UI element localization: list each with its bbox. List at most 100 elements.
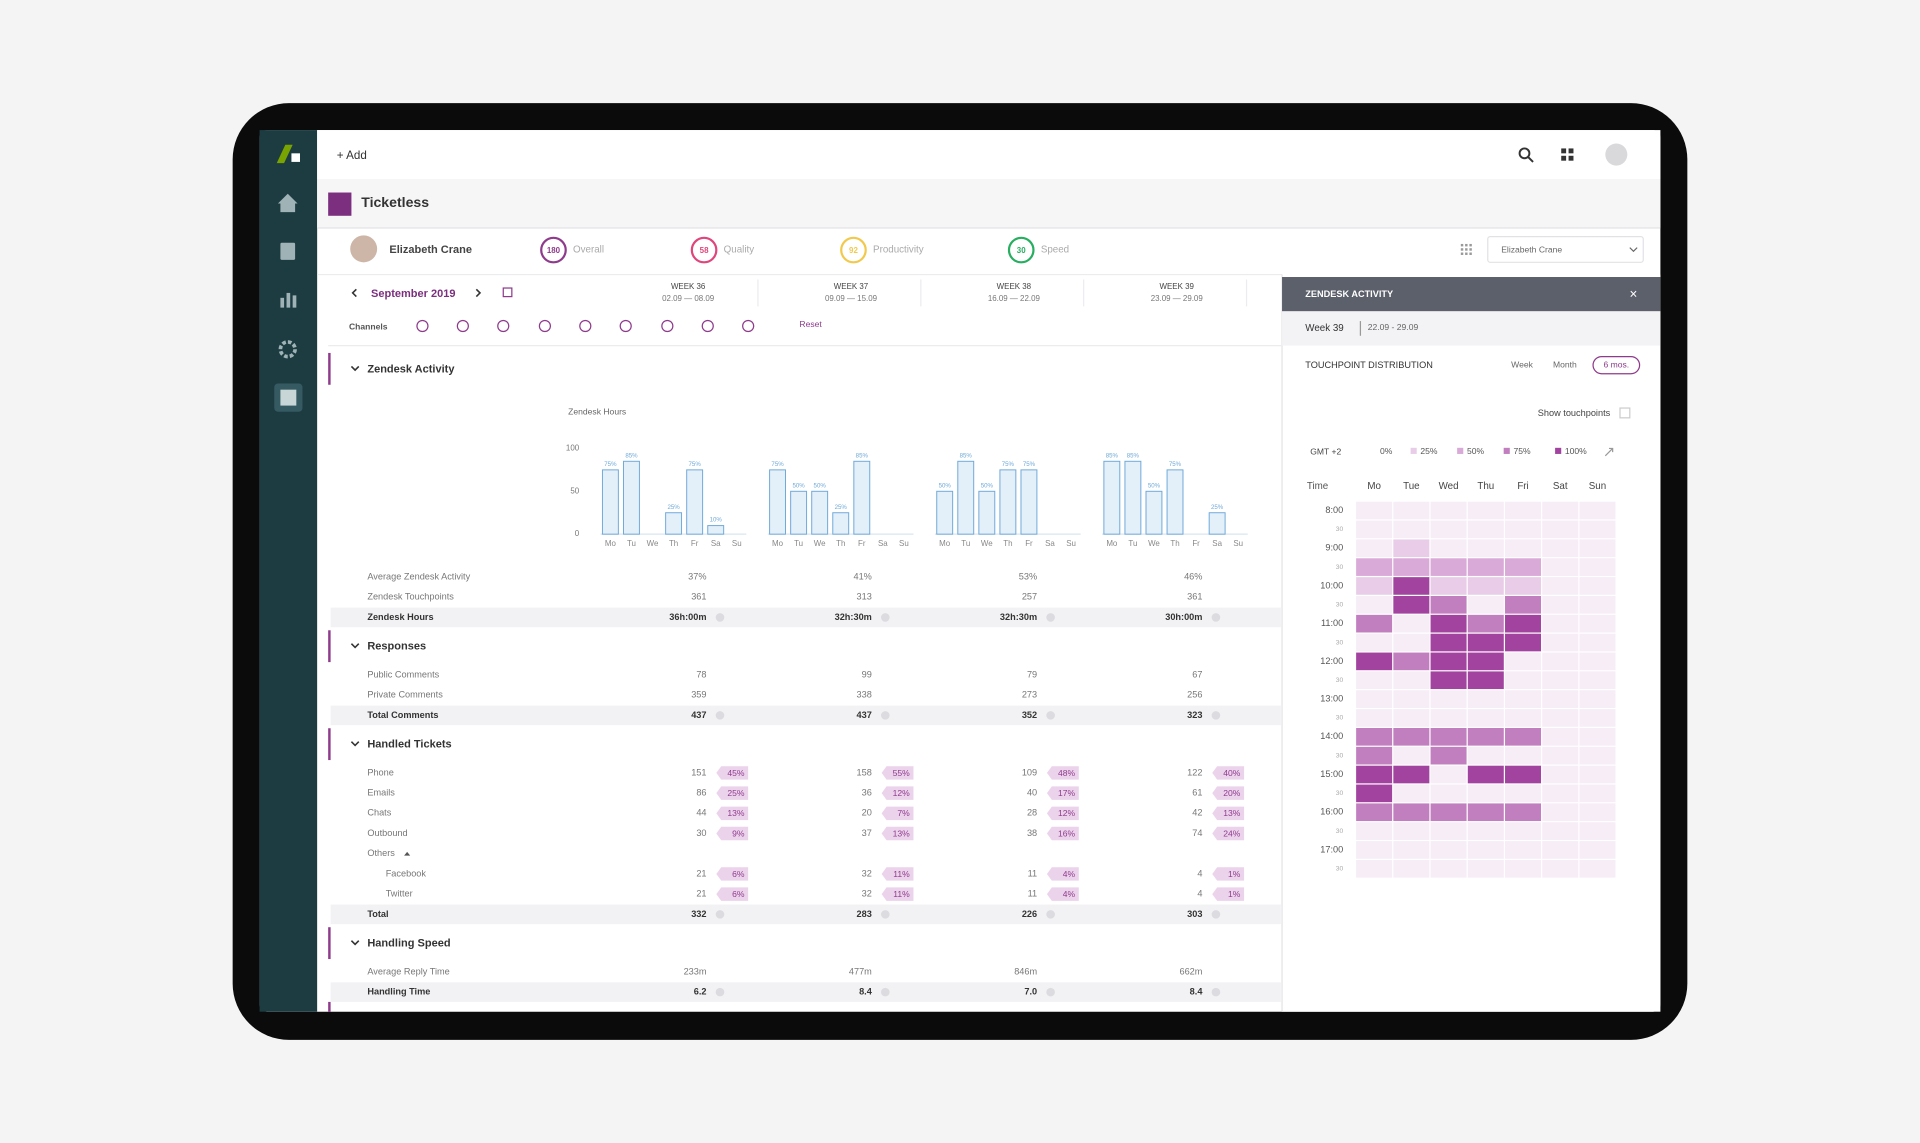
agent-select-text[interactable]: Elizabeth Crane [1501, 244, 1562, 254]
share-label: 6% [732, 869, 745, 879]
share-badge [1046, 867, 1079, 881]
heat-cell [1467, 539, 1504, 558]
prev-arrow[interactable] [351, 288, 357, 298]
close-button[interactable]: × [1630, 286, 1638, 301]
row-value: 257 [1022, 592, 1037, 602]
heat-cell [1393, 803, 1430, 822]
period-tab[interactable]: Week [1511, 359, 1533, 369]
row-value: 6.2 [694, 987, 707, 997]
agent-select[interactable] [1487, 235, 1644, 263]
heat-cell [1430, 539, 1467, 558]
heat-cell [1430, 784, 1467, 803]
expand-caret[interactable] [404, 851, 411, 856]
share-badge [881, 806, 914, 821]
period-tab[interactable]: 6 mos. [1603, 359, 1629, 369]
reports-icon[interactable] [280, 292, 297, 308]
time-label: 9:00 [1325, 543, 1343, 553]
expand-icon[interactable] [1604, 447, 1614, 457]
heat-cell [1542, 822, 1579, 840]
app-icon[interactable] [280, 389, 297, 406]
home-icon[interactable] [277, 193, 298, 213]
add-button[interactable]: + Add [337, 149, 367, 162]
row-icon [1211, 987, 1221, 997]
channel-icon[interactable] [579, 319, 592, 333]
week-range: 09.09 — 15.09 [825, 294, 878, 303]
row-value: 41% [853, 571, 871, 581]
period-tab[interactable]: Month [1553, 359, 1577, 369]
share-badge [716, 887, 749, 901]
channel-icon[interactable] [661, 319, 674, 333]
row-value: 233m [684, 966, 707, 976]
week-range: 23.09 — 29.09 [1151, 294, 1204, 303]
row-value: 256 [1187, 690, 1202, 700]
channel-icon[interactable] [497, 319, 510, 333]
channel-icon[interactable] [456, 319, 469, 333]
row-label: Chats [367, 808, 391, 818]
section-toggle[interactable] [350, 643, 360, 649]
row-icon [1211, 613, 1221, 622]
toggle-checkbox[interactable] [1619, 407, 1631, 419]
section-toggle[interactable] [350, 365, 360, 372]
search-icon[interactable] [1518, 147, 1531, 160]
apps-icon[interactable] [1561, 148, 1574, 161]
next-arrow[interactable] [475, 288, 482, 298]
settings-icon[interactable] [278, 340, 297, 359]
share-badge [1212, 766, 1245, 780]
row-label: Zendesk Hours [367, 612, 433, 622]
heat-cell [1430, 595, 1467, 614]
row-value: 42 [1192, 808, 1202, 818]
tickets-icon[interactable] [280, 242, 296, 260]
time-label: 15:00 [1320, 769, 1343, 779]
share-label: 55% [893, 768, 911, 778]
heat-cell [1579, 501, 1616, 520]
share-label: 17% [1058, 788, 1076, 798]
channel-icon[interactable] [538, 319, 552, 333]
section-toggle[interactable] [350, 940, 360, 946]
bar [978, 490, 996, 535]
bar-label: 75% [1169, 461, 1182, 468]
calendar-icon[interactable] [502, 287, 513, 298]
user-avatar[interactable] [1605, 143, 1628, 166]
heat-cell [1393, 501, 1430, 520]
row-value: 283 [857, 909, 872, 919]
share-label: 13% [1223, 808, 1241, 818]
time-label: 30 [1336, 752, 1344, 759]
week-label: WEEK 39 [1160, 282, 1195, 291]
share-badge [881, 826, 914, 841]
y-tick-label: 50 [570, 486, 579, 495]
section-toggle[interactable] [350, 741, 360, 747]
day-label: Mo [772, 539, 784, 548]
bar [853, 460, 871, 535]
app-header [317, 179, 1661, 229]
channel-icon[interactable] [742, 319, 755, 333]
day-label: Su [1066, 539, 1076, 548]
time-label: 10:00 [1320, 580, 1343, 590]
heat-cell [1393, 633, 1430, 652]
row-value: 323 [1187, 710, 1202, 720]
section-marker [328, 352, 331, 385]
heat-cell [1579, 652, 1616, 671]
bar [623, 460, 640, 535]
heat-cell [1467, 577, 1504, 595]
row-value: 30 [696, 828, 706, 838]
row-label: Emails [367, 788, 395, 798]
bar [1124, 460, 1142, 535]
heat-cell [1430, 633, 1467, 652]
reset-button[interactable]: Reset [799, 319, 822, 329]
day-header: Tue [1403, 481, 1420, 492]
row-label: Total Comments [367, 710, 438, 720]
row-value: 437 [857, 710, 872, 720]
channel-icon[interactable] [701, 319, 714, 333]
channel-icon[interactable] [619, 319, 632, 333]
heat-cell [1579, 558, 1616, 576]
share-label: 4% [1063, 869, 1076, 879]
share-label: 45% [727, 768, 745, 778]
heat-cell [1505, 652, 1542, 671]
share-label: 1% [1228, 889, 1241, 899]
bar-label: 25% [835, 504, 848, 511]
week-label: WEEK 36 [671, 282, 706, 291]
metric-ring [1007, 236, 1035, 264]
row-value: 30h:00m [1165, 612, 1202, 622]
heat-cell [1579, 671, 1616, 690]
channel-icon[interactable] [416, 319, 429, 333]
